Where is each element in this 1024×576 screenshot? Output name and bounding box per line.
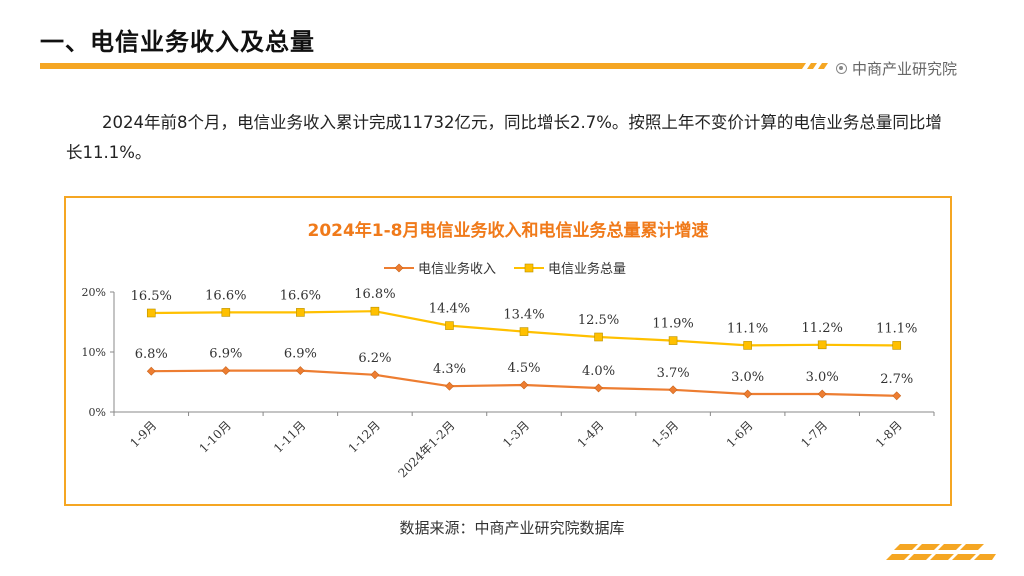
title-underline-bar bbox=[40, 63, 800, 69]
brand-text: 中商产业研究院 bbox=[852, 60, 958, 78]
data-label-1-2: 16.6% bbox=[280, 288, 321, 303]
data-label-1-3: 16.8% bbox=[354, 287, 395, 302]
legend-label-0: 电信业务收入 bbox=[418, 261, 496, 277]
chart-frame: 2024年1-8月电信业务收入和电信业务总量累计增速电信业务收入 电信业务总量 20… bbox=[64, 196, 952, 506]
data-label-0-5: 4.5% bbox=[507, 361, 540, 376]
x-tick-label-7: 1-5月 bbox=[649, 418, 681, 450]
data-label-1-4: 14.4% bbox=[429, 302, 470, 317]
point-0-2 bbox=[295, 366, 305, 376]
x-tick-label-2: 1-11月 bbox=[271, 418, 308, 455]
data-label-1-9: 11.2% bbox=[802, 321, 843, 336]
data-label-0-1: 6.9% bbox=[209, 347, 242, 362]
x-tick-label-4: 2024年1-2月 bbox=[395, 418, 457, 480]
point-0-1 bbox=[221, 366, 231, 376]
point-0-9 bbox=[817, 389, 827, 399]
x-tick-label-6: 1-4月 bbox=[575, 418, 607, 450]
data-label-0-10: 2.7% bbox=[880, 372, 913, 387]
point-0-0 bbox=[146, 366, 156, 376]
point-1-9 bbox=[817, 340, 827, 350]
point-0-5 bbox=[519, 380, 529, 390]
point-1-10 bbox=[892, 341, 902, 350]
bottom-stripes-decoration bbox=[886, 544, 996, 560]
point-1-1 bbox=[221, 308, 231, 317]
data-label-0-4: 4.3% bbox=[433, 362, 466, 377]
point-1-0 bbox=[146, 308, 156, 318]
data-label-1-6: 12.5% bbox=[578, 313, 619, 328]
data-label-0-7: 3.7% bbox=[657, 366, 690, 381]
target-circle-icon bbox=[836, 63, 847, 74]
data-label-0-8: 3.0% bbox=[731, 370, 764, 385]
x-tick-label-1: 1-10月 bbox=[196, 418, 233, 455]
point-1-5 bbox=[519, 327, 529, 336]
legend-marker-1 bbox=[524, 263, 534, 273]
x-tick-label-9: 1-7月 bbox=[798, 418, 830, 450]
data-label-1-0: 16.5% bbox=[131, 289, 172, 304]
x-tick-label-0: 1-9月 bbox=[127, 418, 159, 450]
data-source-note: 数据来源：中商产业研究院数据库 bbox=[399, 519, 625, 537]
data-label-1-1: 16.6% bbox=[205, 288, 246, 303]
point-1-6 bbox=[594, 332, 603, 342]
data-label-0-9: 3.0% bbox=[806, 370, 839, 385]
data-label-1-7: 11.9% bbox=[652, 317, 693, 332]
data-label-0-3: 6.2% bbox=[358, 351, 391, 366]
x-tick-label-8: 1-6月 bbox=[724, 418, 756, 450]
point-0-8 bbox=[743, 389, 753, 399]
point-0-10 bbox=[892, 391, 902, 401]
point-1-4 bbox=[445, 321, 454, 330]
data-label-1-5: 13.4% bbox=[503, 308, 544, 323]
brand-label: 中商产业研究院 bbox=[836, 58, 957, 79]
x-tick-label-10: 1-8月 bbox=[873, 418, 905, 450]
x-tick-label-5: 1-3月 bbox=[500, 418, 532, 450]
title-stripes-decoration bbox=[796, 63, 828, 69]
chart-title: 2024年1-8月电信业务收入和电信业务总量累计增速 bbox=[307, 220, 708, 241]
page-title: 一、电信业务收入及总量 bbox=[40, 28, 315, 56]
y-tick-label-0: 20% bbox=[82, 286, 106, 299]
summary-paragraph: 2024年前8个月，电信业务收入累计完成11732亿元，同比增长2.7%。按照上… bbox=[66, 113, 942, 162]
point-0-3 bbox=[370, 370, 380, 380]
point-1-7 bbox=[668, 336, 678, 345]
data-label-0-0: 6.8% bbox=[135, 347, 168, 362]
point-1-8 bbox=[743, 341, 752, 350]
data-label-1-10: 11.1% bbox=[876, 321, 917, 336]
data-label-0-2: 6.9% bbox=[284, 347, 317, 362]
point-0-4 bbox=[445, 381, 454, 391]
y-tick-label-1: 10% bbox=[82, 346, 106, 359]
point-0-6 bbox=[594, 383, 603, 393]
point-1-2 bbox=[296, 308, 305, 317]
data-label-0-6: 4.0% bbox=[582, 364, 615, 379]
x-tick-label-3: 1-12月 bbox=[346, 418, 383, 455]
point-1-3 bbox=[370, 306, 380, 316]
point-0-7 bbox=[668, 385, 678, 395]
legend-label-1: 电信业务总量 bbox=[548, 261, 626, 277]
data-label-1-8: 11.1% bbox=[727, 321, 768, 336]
legend-marker-0 bbox=[394, 263, 404, 273]
y-tick-label-2: 0% bbox=[89, 406, 106, 419]
